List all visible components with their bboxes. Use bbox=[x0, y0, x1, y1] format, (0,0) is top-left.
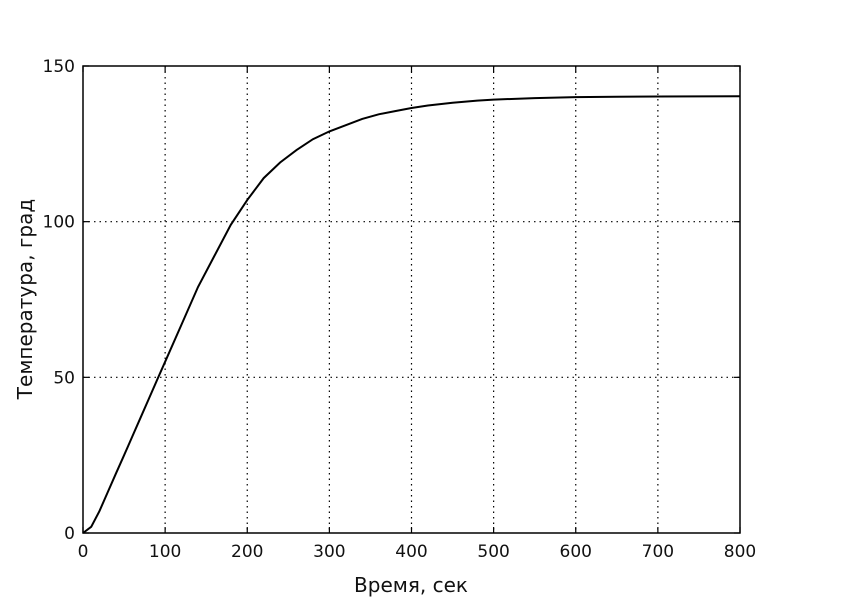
x-tick-label: 300 bbox=[313, 542, 345, 562]
tick-marks bbox=[82, 65, 741, 534]
x-tick-label: 400 bbox=[395, 542, 427, 562]
x-tick-label: 100 bbox=[149, 542, 181, 562]
y-tick-label: 50 bbox=[53, 368, 75, 388]
x-axis-label: Время, сек bbox=[354, 573, 468, 597]
x-tick-label: 500 bbox=[477, 542, 509, 562]
x-tick-label: 600 bbox=[560, 542, 592, 562]
y-tick-label: 100 bbox=[43, 213, 75, 233]
tick-labels: 0 100 200 300 400 500 600 700 800 0 50 100 150 bbox=[43, 57, 757, 562]
y-axis-label: Температура, град bbox=[13, 199, 37, 400]
x-tick-label: 200 bbox=[231, 542, 263, 562]
y-tick-label: 150 bbox=[43, 57, 75, 77]
grid bbox=[83, 66, 740, 533]
x-tick-label: 700 bbox=[642, 542, 674, 562]
x-tick-label: 800 bbox=[724, 542, 756, 562]
y-tick-label: 0 bbox=[64, 524, 75, 544]
x-tick-label: 0 bbox=[78, 542, 89, 562]
series-line bbox=[82, 95, 741, 534]
